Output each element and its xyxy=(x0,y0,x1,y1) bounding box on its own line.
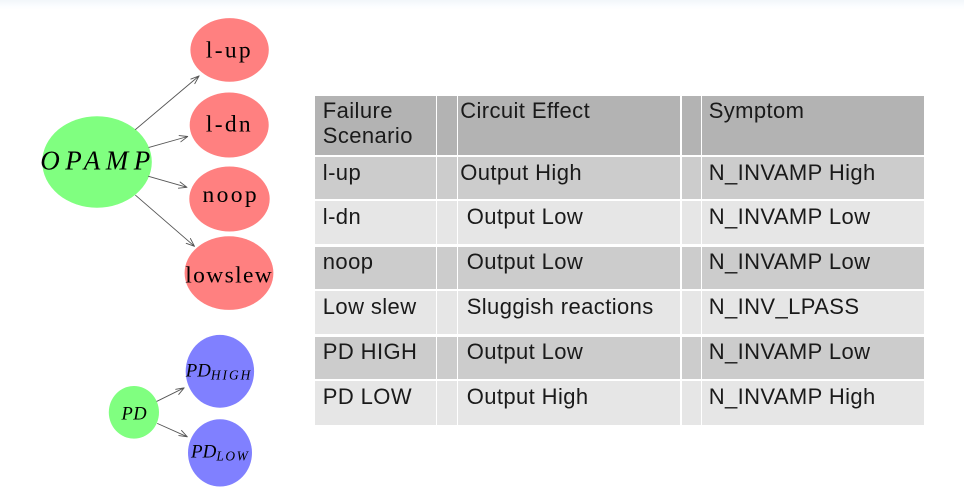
svg-text:lowslew: lowslew xyxy=(185,263,273,289)
svg-text:l-dn: l-dn xyxy=(206,112,253,138)
svg-text:PD: PD xyxy=(121,404,148,424)
svg-text:l-up: l-up xyxy=(206,37,253,63)
svg-text:OPAMP: OPAMP xyxy=(40,146,156,176)
svg-text:noop: noop xyxy=(202,182,259,208)
